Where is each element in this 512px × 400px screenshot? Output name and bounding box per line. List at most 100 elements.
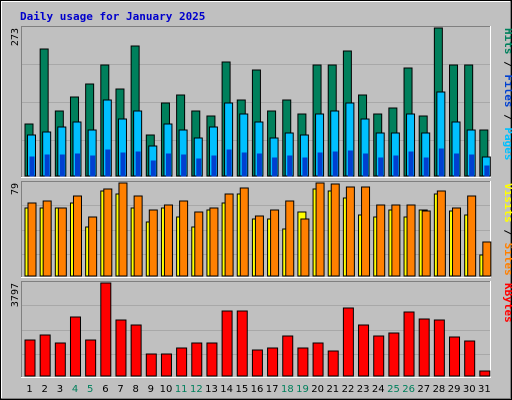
bar-kbytes-day-19: [297, 347, 309, 377]
bar-pages-day-4: [74, 153, 80, 177]
bar-pages-day-6: [105, 149, 111, 177]
day-label-22: 22: [342, 384, 355, 395]
bar-sites-day-20: [315, 182, 325, 277]
day-label-2: 2: [42, 384, 48, 395]
series-label-part: Sites: [502, 243, 512, 276]
series-label-part: /: [502, 223, 512, 243]
bar-sites-day-19: [300, 218, 310, 277]
bar-sites-day-17: [270, 209, 280, 277]
day-label-9: 9: [148, 384, 154, 395]
bar-pages-day-2: [44, 154, 50, 177]
day-label-1: 1: [26, 384, 32, 395]
day-label-12: 12: [190, 384, 203, 395]
bar-pages-day-7: [120, 152, 126, 177]
bar-sites-day-2: [42, 200, 52, 277]
bar-kbytes-day-3: [54, 342, 66, 377]
day-label-8: 8: [133, 384, 139, 395]
bar-sites-day-25: [391, 204, 401, 277]
bar-kbytes-day-25: [388, 332, 400, 377]
bar-kbytes-day-23: [358, 324, 370, 377]
panel-1-ymax-label: 79: [10, 183, 21, 195]
bar-sites-day-3: [57, 207, 67, 277]
bar-kbytes-day-24: [373, 335, 385, 377]
day-label-30: 30: [463, 384, 476, 395]
bar-sites-day-21: [330, 183, 340, 277]
day-label-23: 23: [357, 384, 370, 395]
bar-sites-day-26: [406, 204, 416, 277]
bar-kbytes-day-21: [327, 350, 339, 377]
bar-pages-day-28: [438, 148, 444, 177]
bar-sites-day-24: [376, 204, 386, 277]
bar-pages-day-21: [332, 151, 338, 177]
bar-pages-day-18: [287, 155, 293, 177]
bar-sites-day-12: [194, 211, 204, 277]
bar-kbytes-day-4: [69, 316, 81, 377]
bar-kbytes-day-5: [85, 339, 97, 377]
day-label-15: 15: [235, 384, 248, 395]
day-label-7: 7: [117, 384, 123, 395]
bar-kbytes-day-9: [145, 353, 157, 377]
bar-sites-day-6: [103, 188, 113, 277]
bar-sites-day-23: [361, 186, 371, 277]
bar-pages-day-19: [302, 157, 308, 177]
bar-sites-day-15: [239, 187, 249, 277]
day-label-24: 24: [372, 384, 385, 395]
bar-kbytes-day-18: [282, 335, 294, 377]
bar-kbytes-day-13: [206, 342, 218, 377]
bar-sites-day-30: [467, 195, 477, 277]
bar-pages-day-3: [59, 154, 65, 177]
bar-sites-day-1: [27, 202, 37, 277]
series-label-part: Pages: [502, 127, 512, 160]
series-label-part: KBytes: [502, 283, 512, 323]
bar-kbytes-day-16: [251, 349, 263, 377]
bar-pages-day-12: [196, 158, 202, 177]
bar-sites-day-13: [209, 207, 219, 277]
series-label-part: /: [502, 55, 512, 75]
bar-pages-day-22: [347, 150, 353, 177]
bar-sites-day-14: [224, 193, 234, 277]
bar-kbytes-day-7: [115, 319, 127, 377]
bar-kbytes-day-1: [24, 339, 36, 377]
bar-kbytes-day-14: [221, 310, 233, 377]
bar-pages-day-20: [317, 152, 323, 177]
series-label-part: Files: [502, 74, 512, 107]
bar-kbytes-day-8: [130, 324, 142, 377]
day-label-26: 26: [402, 384, 415, 395]
day-label-11: 11: [175, 384, 188, 395]
bar-sites-day-7: [118, 182, 128, 277]
day-label-27: 27: [417, 384, 430, 395]
bar-pages-day-23: [363, 153, 369, 177]
bar-kbytes-day-15: [236, 310, 248, 377]
bar-pages-day-14: [226, 149, 232, 177]
bar-sites-day-9: [148, 209, 158, 277]
series-label-part: Visits: [502, 183, 512, 223]
bar-kbytes-day-26: [403, 311, 415, 377]
series-label-part: Hits: [502, 28, 512, 55]
bar-sites-day-5: [88, 216, 98, 277]
panel-0-series-label: Hits / Files / Pages: [502, 28, 512, 161]
series-label-part: /: [502, 108, 512, 128]
day-label-20: 20: [311, 384, 324, 395]
bar-sites-day-11: [179, 200, 189, 277]
bar-kbytes-day-11: [176, 347, 188, 377]
bar-pages-day-30: [469, 154, 475, 177]
bar-kbytes-day-2: [39, 334, 51, 377]
bar-pages-day-16: [256, 153, 262, 177]
bar-pages-day-5: [90, 155, 96, 177]
day-label-18: 18: [281, 384, 294, 395]
day-label-17: 17: [266, 384, 279, 395]
day-label-13: 13: [205, 384, 218, 395]
bar-pages-day-9: [150, 160, 156, 177]
bar-sites-day-16: [254, 215, 264, 277]
bar-sites-day-8: [133, 195, 143, 277]
bar-pages-day-13: [211, 155, 217, 177]
bar-sites-day-27: [421, 210, 431, 277]
bar-pages-day-31: [484, 165, 490, 177]
bar-kbytes-day-10: [160, 353, 172, 377]
day-label-29: 29: [448, 384, 461, 395]
day-label-14: 14: [220, 384, 233, 395]
day-label-16: 16: [251, 384, 264, 395]
bar-sites-day-10: [163, 204, 173, 277]
day-label-6: 6: [102, 384, 108, 395]
